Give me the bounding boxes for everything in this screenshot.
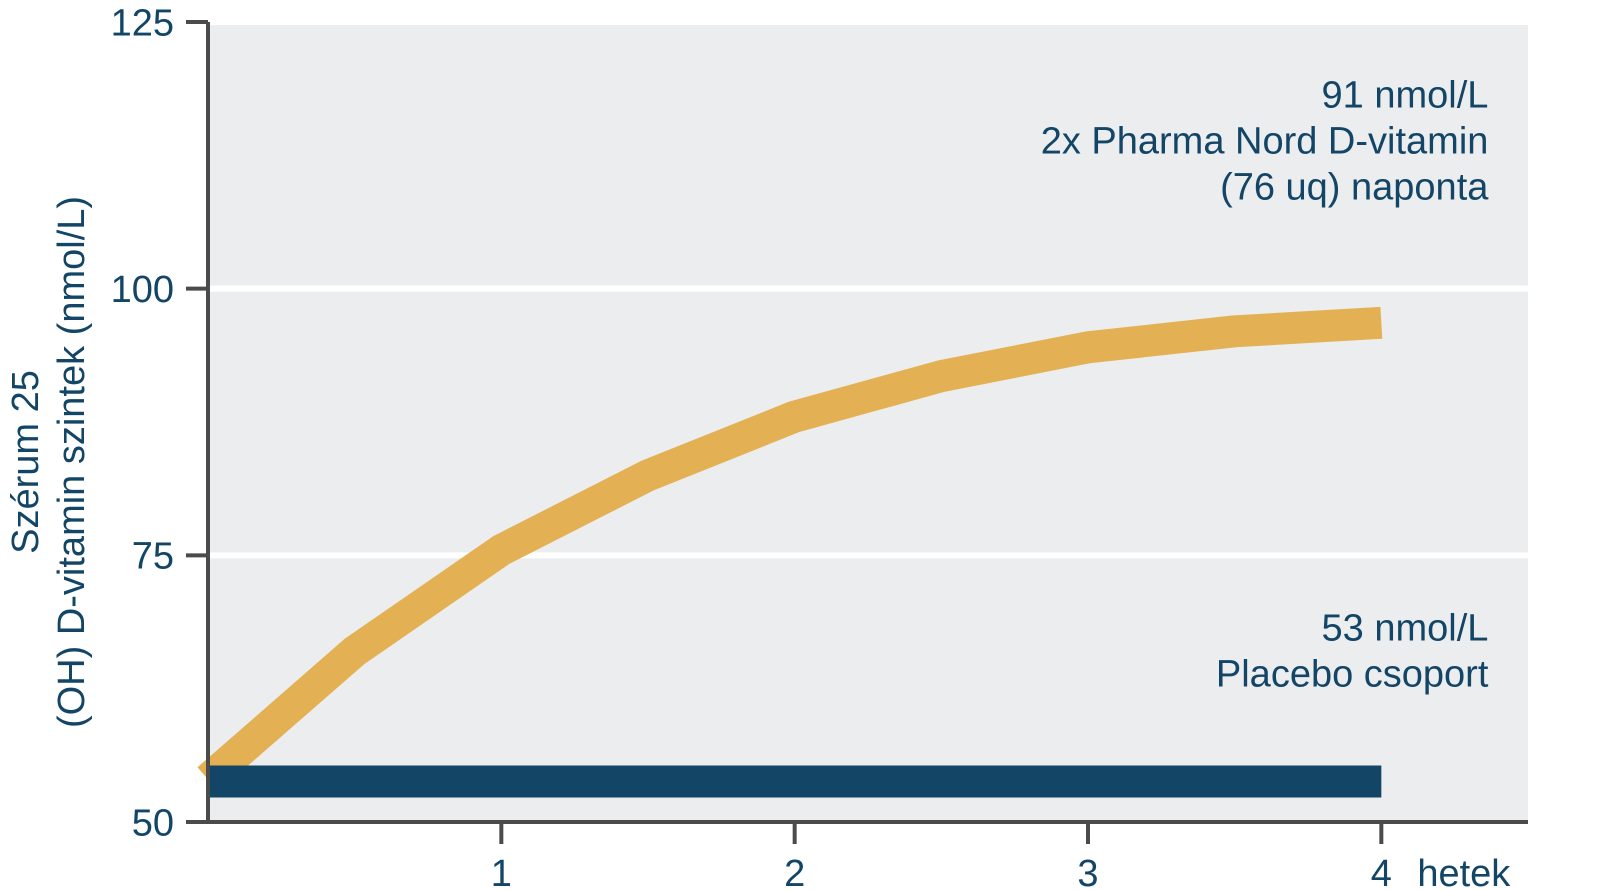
chart-svg: 1 2 3 4 hetek 50 75 100 125 Szérum 25(OH) D-vitam… — [0, 0, 1600, 890]
annotation-placebo-line: Placebo csoport — [1216, 654, 1489, 696]
y-axis-title-line1: Szérum 25 — [5, 370, 47, 554]
x-tick-label: 3 — [1077, 853, 1098, 890]
vitamin-d-chart: 1 2 3 4 hetek 50 75 100 125 Szérum 25(OH) D-vitam… — [0, 0, 1600, 890]
y-axis-title-line2: (OH) D-vitamin szintek (nmol/L) — [51, 196, 93, 728]
x-tick-label: 2 — [784, 853, 805, 890]
annotation-treatment-line: 91 nmol/L — [1322, 74, 1489, 116]
y-tick-label: 125 — [111, 2, 174, 44]
y-tick-label: 100 — [111, 269, 174, 311]
x-tick-label: 1 — [491, 853, 512, 890]
annotation-treatment-line: (76 uq) naponta — [1220, 166, 1489, 208]
y-tick-label: 75 — [132, 536, 174, 578]
annotation-treatment-line: 2x Pharma Nord D-vitamin — [1041, 120, 1489, 162]
y-tick-label: 50 — [132, 802, 174, 844]
x-tick-label: 4 — [1371, 853, 1392, 890]
x-axis-title: hetek — [1417, 853, 1511, 890]
annotation-placebo-line: 53 nmol/L — [1322, 608, 1489, 650]
